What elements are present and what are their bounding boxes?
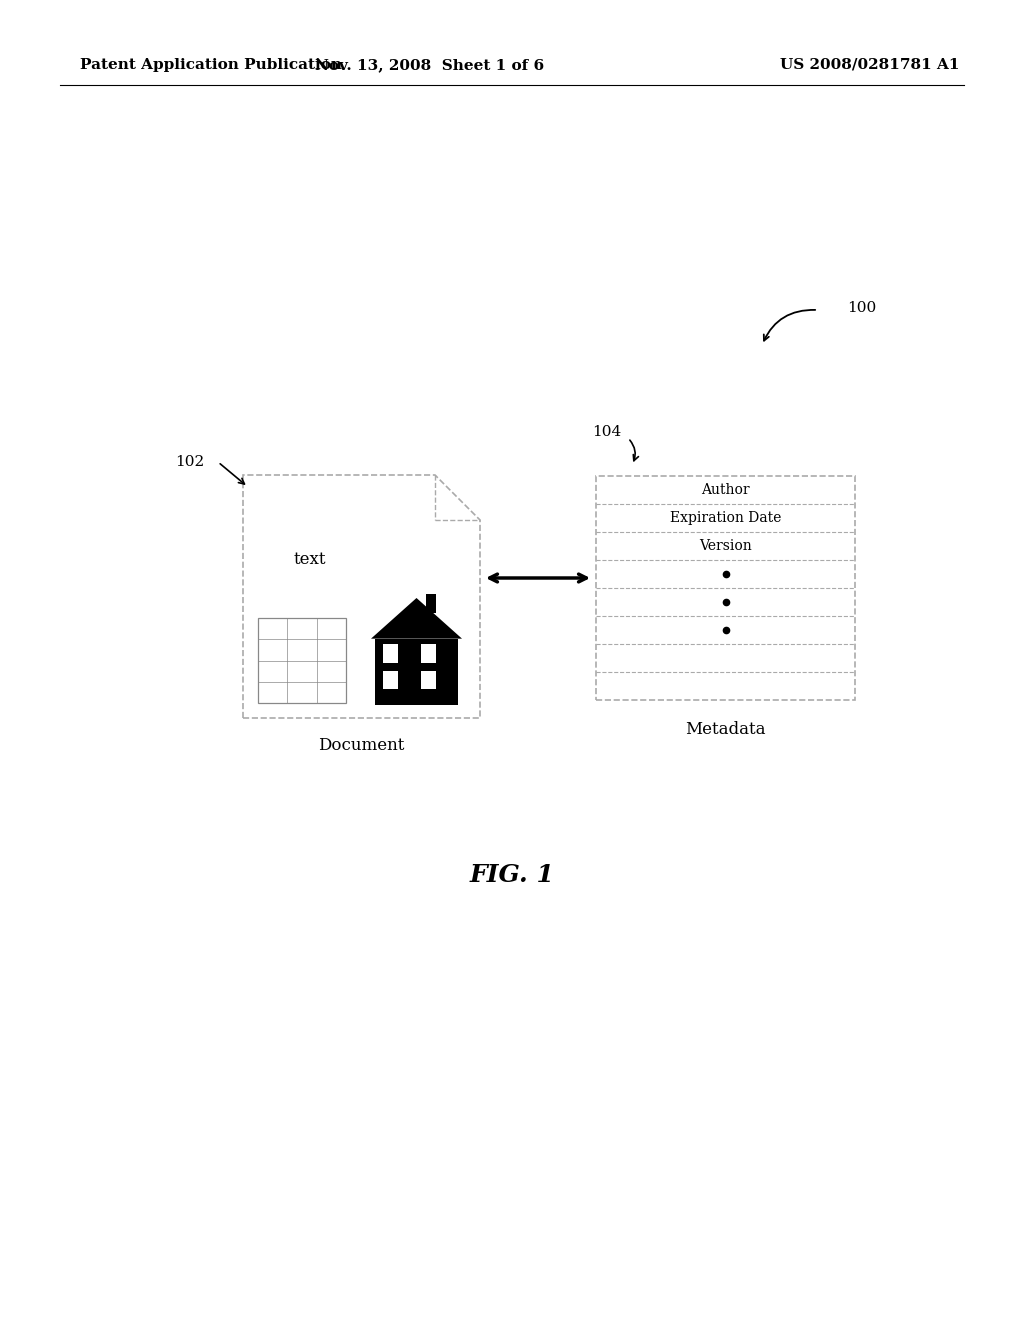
Polygon shape bbox=[371, 598, 462, 639]
Bar bbox=[421, 644, 435, 663]
Text: Expiration Date: Expiration Date bbox=[670, 511, 781, 525]
Text: Patent Application Publication: Patent Application Publication bbox=[80, 58, 342, 73]
Text: Author: Author bbox=[701, 483, 750, 498]
Bar bbox=[596, 477, 855, 700]
Text: text: text bbox=[294, 552, 327, 569]
Bar bbox=[375, 639, 458, 705]
Text: US 2008/0281781 A1: US 2008/0281781 A1 bbox=[780, 58, 959, 73]
Text: 104: 104 bbox=[592, 425, 622, 440]
Bar bbox=[421, 671, 435, 689]
Text: 100: 100 bbox=[847, 301, 877, 315]
Text: Version: Version bbox=[699, 539, 752, 553]
Text: Nov. 13, 2008  Sheet 1 of 6: Nov. 13, 2008 Sheet 1 of 6 bbox=[315, 58, 545, 73]
Bar bbox=[426, 594, 436, 614]
Text: Metadata: Metadata bbox=[685, 722, 766, 738]
Bar bbox=[258, 618, 346, 704]
Text: FIG. 1: FIG. 1 bbox=[470, 863, 554, 887]
Bar bbox=[383, 671, 398, 689]
Bar bbox=[383, 644, 398, 663]
Text: Document: Document bbox=[318, 737, 404, 754]
Text: 102: 102 bbox=[175, 455, 204, 469]
